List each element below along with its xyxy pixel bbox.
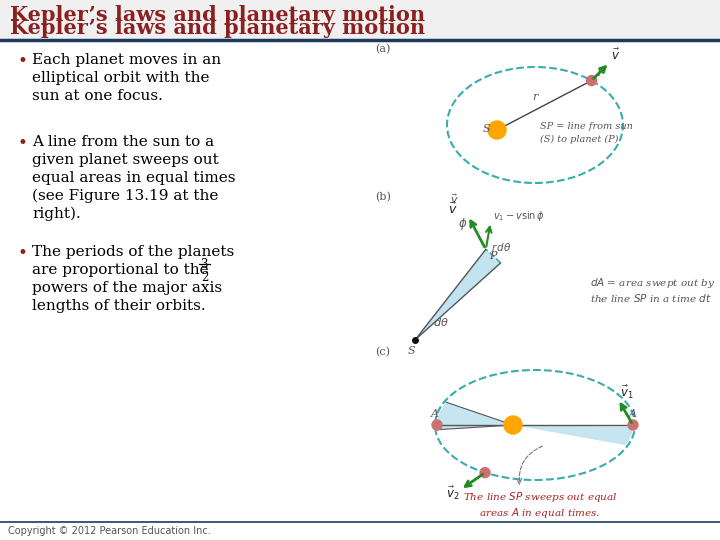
Text: $\vec{v}_1$: $\vec{v}_1$ (620, 384, 634, 401)
Text: powers of the major axis: powers of the major axis (32, 281, 222, 295)
Text: P: P (489, 252, 496, 261)
Bar (0, 0, 720, 40)
Text: right).: right). (32, 207, 81, 221)
Text: Copyright © 2012 Pearson Education Inc.: Copyright © 2012 Pearson Education Inc. (8, 526, 211, 536)
Text: $dA$ = area swept out by
the line $SP$ in a time $dt$: $dA$ = area swept out by the line $SP$ i… (590, 276, 715, 304)
Text: $\phi$: $\phi$ (458, 217, 467, 232)
Text: $\vec{v}$: $\vec{v}$ (611, 48, 620, 63)
Text: A: A (431, 409, 439, 419)
Text: Kepler’s laws and planetary motion: Kepler’s laws and planetary motion (10, 5, 425, 25)
Text: S: S (408, 346, 415, 356)
Text: given planet sweeps out: given planet sweeps out (32, 153, 219, 167)
Text: (see Figure 13.19 at the: (see Figure 13.19 at the (32, 189, 218, 204)
Circle shape (628, 420, 638, 430)
Text: A: A (629, 409, 637, 419)
Text: sun at one focus.: sun at one focus. (32, 89, 163, 103)
Circle shape (488, 121, 506, 139)
Text: elliptical orbit with the: elliptical orbit with the (32, 71, 210, 85)
Text: •: • (18, 245, 28, 262)
Text: are proportional to the: are proportional to the (32, 263, 214, 277)
Circle shape (504, 416, 522, 434)
Text: SP = line from sun
(S) to planet (P): SP = line from sun (S) to planet (P) (540, 122, 633, 144)
Text: $\vec{v}_2$: $\vec{v}_2$ (446, 485, 460, 502)
Text: (a): (a) (375, 44, 390, 54)
Circle shape (480, 468, 490, 478)
Text: 3: 3 (200, 258, 207, 271)
Text: A line from the sun to a: A line from the sun to a (32, 135, 214, 149)
Text: S: S (483, 124, 490, 134)
Text: The line $SP$ sweeps out equal
areas $A$ in equal times.: The line $SP$ sweeps out equal areas $A$… (463, 490, 617, 520)
Text: $r\,d\theta$: $r\,d\theta$ (491, 241, 511, 253)
Circle shape (432, 420, 442, 430)
Text: The periods of the planets: The periods of the planets (32, 245, 234, 259)
Polygon shape (513, 425, 633, 445)
Text: (c): (c) (375, 347, 390, 357)
Text: $\vec{v}$: $\vec{v}$ (448, 201, 457, 217)
Text: Each planet moves in an: Each planet moves in an (32, 53, 221, 67)
Text: •: • (18, 53, 28, 70)
Polygon shape (415, 249, 500, 340)
Text: equal areas in equal times: equal areas in equal times (32, 171, 235, 185)
Polygon shape (437, 402, 513, 430)
Text: $\vec{v}$: $\vec{v}$ (450, 192, 459, 206)
Text: •: • (18, 135, 28, 152)
Text: P: P (597, 68, 604, 78)
Text: 2: 2 (201, 271, 208, 284)
Text: $v_1 - v\sin\phi$: $v_1 - v\sin\phi$ (492, 209, 544, 223)
Text: r: r (532, 92, 538, 102)
Text: lengths of their orbits.: lengths of their orbits. (32, 299, 206, 313)
Text: $d\theta$: $d\theta$ (433, 316, 449, 328)
Circle shape (587, 76, 597, 85)
Text: Kepler’s laws and planetary motion: Kepler’s laws and planetary motion (10, 18, 425, 38)
Text: (b): (b) (375, 192, 391, 202)
